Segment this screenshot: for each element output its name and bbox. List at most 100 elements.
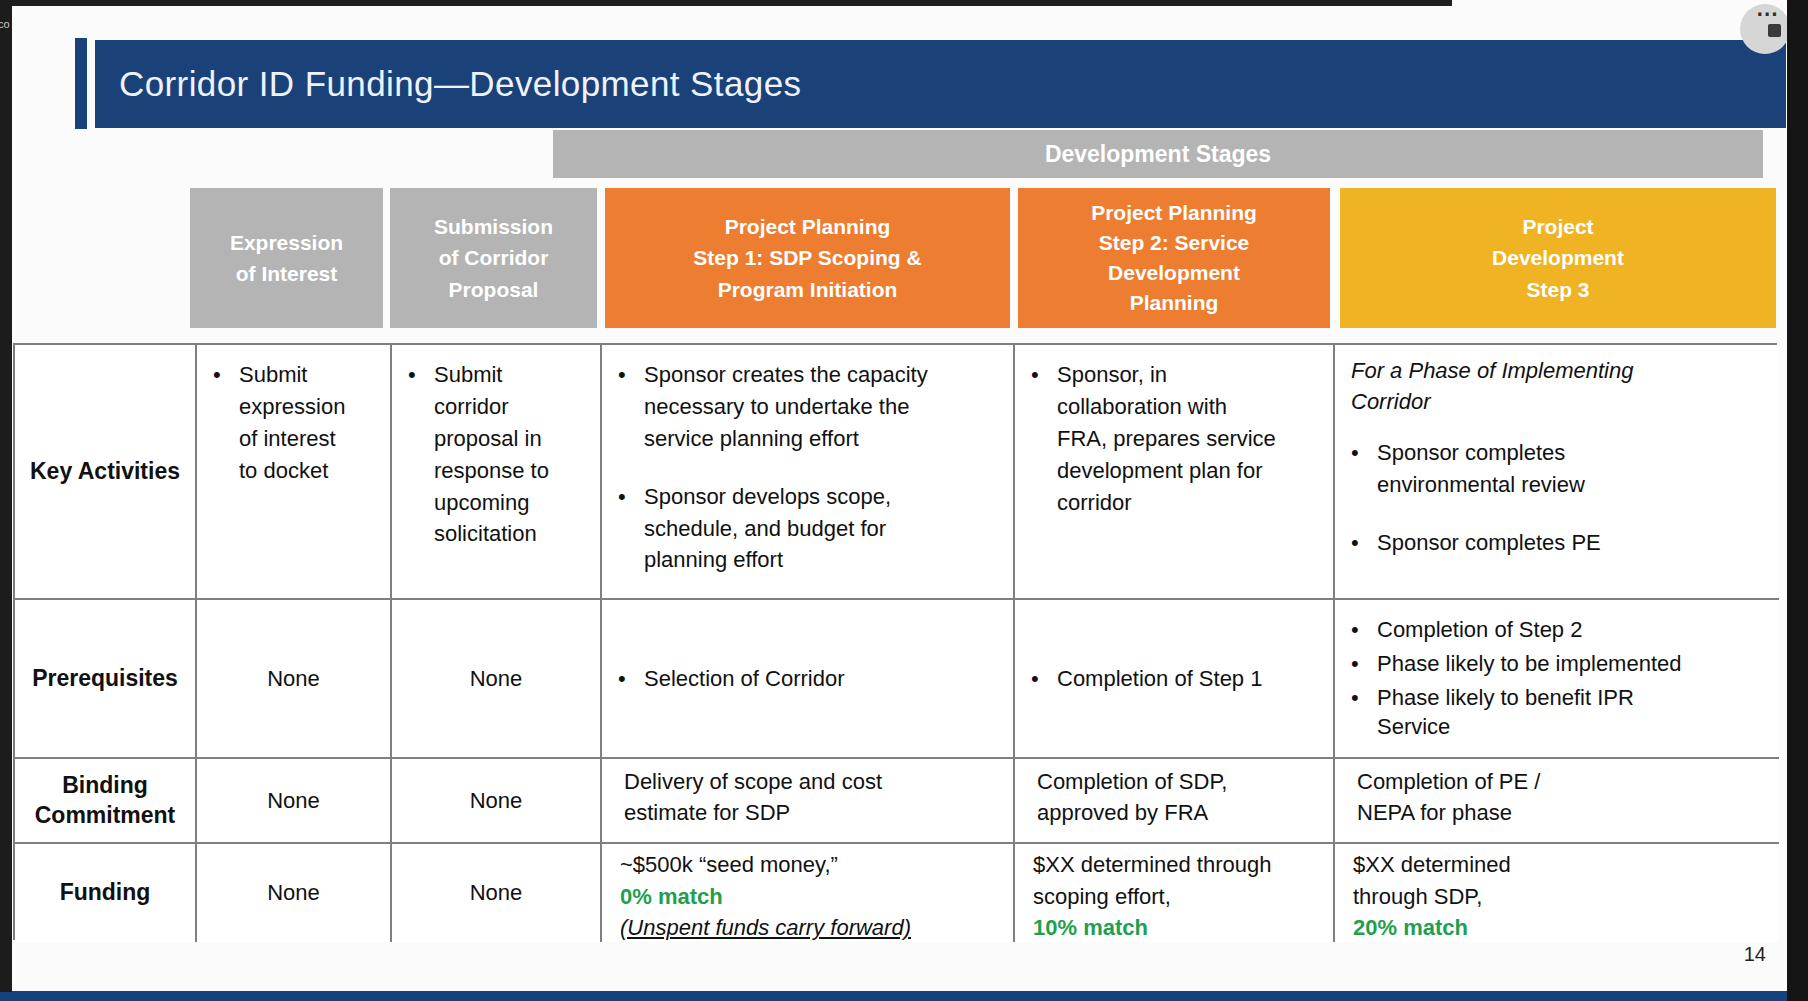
list-item: • Phase likely to benefit IPR Service: [1351, 683, 1769, 742]
bullet-marker: •: [213, 359, 239, 487]
row-label-key-activities: Key Activities: [15, 345, 197, 600]
label-line: Binding: [62, 771, 148, 801]
cell-funding-step3: $XX determined through SDP, 20% match: [1335, 844, 1779, 942]
cell-key-activities-step1: • Sponsor creates the capacity necessary…: [602, 345, 1015, 600]
cell-prerequisites-step2: • Completion of Step 1: [1015, 600, 1335, 759]
list-item: • Sponsor develops scope, schedule, and …: [618, 481, 1003, 577]
cell-funding-proposal: None: [392, 844, 602, 942]
cell-binding-step3: Completion of PE / NEPA for phase: [1335, 759, 1779, 844]
row-label-prerequisites: Prerequisites: [15, 600, 197, 759]
slide: co ⋯ Corridor ID Funding—Development Sta…: [0, 0, 1808, 1001]
header-line: Project Planning: [605, 211, 1010, 243]
header-line: Step 3: [1340, 274, 1776, 306]
list-item: • Submit expression of interest to docke…: [213, 359, 380, 487]
column-header-project-development-step-3: Project Development Step 3: [1340, 188, 1776, 328]
header-line: Project: [1340, 211, 1776, 243]
cell-prerequisites-step1: • Selection of Corridor: [602, 600, 1015, 759]
text-line: Delivery of scope and cost: [624, 766, 1003, 797]
italic-intro: For a Phase of Implementing Corridor: [1351, 355, 1661, 417]
bullet-text: Sponsor, in collaboration with FRA, prep…: [1057, 359, 1282, 518]
funding-amount: scoping effort,: [1033, 881, 1323, 913]
row-label-binding-commitment: Binding Commitment: [15, 759, 197, 844]
title-accent-bar: [75, 38, 87, 129]
column-header-submission-of-corridor-proposal: Submission of Corridor Proposal: [390, 188, 597, 328]
slide-title-bar: Corridor ID Funding—Development Stages: [95, 40, 1786, 128]
list-item: • Sponsor creates the capacity necessary…: [618, 359, 1003, 455]
cell-binding-step1: Delivery of scope and cost estimate for …: [602, 759, 1015, 844]
column-header-project-planning-step-1: Project Planning Step 1: SDP Scoping & P…: [605, 188, 1010, 328]
list-item: • Selection of Corridor: [618, 663, 1003, 695]
list-item: • Completion of Step 1: [1031, 663, 1323, 695]
cell-prerequisites-proposal: None: [392, 600, 602, 759]
development-stages-table: Key Activities • Submit expression of in…: [13, 343, 1777, 940]
header-line: Development: [1018, 258, 1330, 288]
header-line: Submission: [390, 211, 597, 243]
text-line: estimate for SDP: [624, 797, 1003, 828]
bullet-text: Submit corridor proposal in response to …: [434, 359, 564, 550]
cell-prerequisites-eoi: None: [197, 600, 392, 759]
development-stages-banner: Development Stages: [553, 130, 1763, 178]
left-edge-text: co: [0, 18, 10, 30]
bullet-text: Sponsor develops scope, schedule, and bu…: [644, 481, 944, 577]
header-line: of Corridor: [390, 242, 597, 274]
bottom-edge-bar: [0, 991, 1808, 1001]
cell-binding-step2: Completion of SDP, approved by FRA: [1015, 759, 1335, 844]
list-item: • Sponsor completes environmental review: [1351, 437, 1769, 501]
bullet-marker: •: [618, 663, 644, 695]
column-header-expression-of-interest: Expression of Interest: [190, 188, 383, 328]
funding-amount: ~$500k “seed money,”: [620, 849, 1003, 881]
funding-amount: through SDP,: [1353, 881, 1769, 913]
label-line: Commitment: [35, 801, 176, 831]
cell-binding-proposal: None: [392, 759, 602, 844]
bullet-text: Submit expression of interest to docket: [239, 359, 359, 487]
bullet-text: Sponsor completes environmental review: [1377, 437, 1657, 501]
bullet-marker: •: [1351, 527, 1377, 559]
header-line: of Interest: [190, 258, 383, 290]
video-control-icon[interactable]: [1768, 24, 1781, 37]
bullet-text: Phase likely to be implemented: [1377, 649, 1769, 679]
text-line: NEPA for phase: [1357, 797, 1769, 828]
funding-amount: $XX determined: [1353, 849, 1769, 881]
bullet-text: Completion of Step 1: [1057, 663, 1323, 695]
header-line: Development: [1340, 242, 1776, 274]
cell-funding-eoi: None: [197, 844, 392, 942]
header-line: Expression: [190, 227, 383, 259]
list-item: • Submit corridor proposal in response t…: [408, 359, 590, 550]
header-line: Planning: [1018, 288, 1330, 318]
bullet-text: Sponsor completes PE: [1377, 527, 1657, 559]
bullet-marker: •: [618, 359, 644, 455]
bullet-marker: •: [408, 359, 434, 550]
match-percentage: 20% match: [1353, 912, 1769, 942]
bullet-marker: •: [1351, 649, 1377, 679]
list-item: • Completion of Step 2: [1351, 615, 1769, 645]
list-item: • Sponsor completes PE: [1351, 527, 1769, 559]
cell-funding-step2: $XX determined through scoping effort, 1…: [1015, 844, 1335, 942]
top-edge-line: [0, 0, 1452, 6]
text-line: Completion of PE /: [1357, 766, 1769, 797]
bullet-marker: •: [1351, 615, 1377, 645]
bullet-text: Phase likely to benefit IPR Service: [1377, 683, 1677, 742]
row-label-funding: Funding: [15, 844, 197, 942]
cell-key-activities-proposal: • Submit corridor proposal in response t…: [392, 345, 602, 600]
funding-note: (Unspent funds carry forward): [620, 912, 1003, 942]
list-item: • Phase likely to be implemented: [1351, 649, 1769, 679]
header-line: Proposal: [390, 274, 597, 306]
bullet-marker: •: [1031, 359, 1057, 518]
match-percentage: 10% match: [1033, 912, 1323, 942]
text-line: Completion of SDP,: [1037, 766, 1323, 797]
bullet-text: Completion of Step 2: [1377, 615, 1769, 645]
cell-binding-eoi: None: [197, 759, 392, 844]
bullet-marker: •: [1351, 437, 1377, 501]
header-line: Step 1: SDP Scoping &: [605, 242, 1010, 274]
right-edge-strip: [1787, 0, 1808, 1001]
column-header-project-planning-step-2: Project Planning Step 2: Service Develop…: [1018, 188, 1330, 328]
bullet-marker: •: [1031, 663, 1057, 695]
bullet-text: Sponsor creates the capacity necessary t…: [644, 359, 944, 455]
header-line: Project Planning: [1018, 198, 1330, 228]
cell-prerequisites-step3: • Completion of Step 2 • Phase likely to…: [1335, 600, 1779, 759]
bullet-marker: •: [1351, 683, 1377, 742]
cell-key-activities-step2: • Sponsor, in collaboration with FRA, pr…: [1015, 345, 1335, 600]
cell-key-activities-step3: For a Phase of Implementing Corridor • S…: [1335, 345, 1779, 600]
bullet-marker: •: [618, 481, 644, 577]
left-edge-strip: co: [0, 0, 12, 992]
